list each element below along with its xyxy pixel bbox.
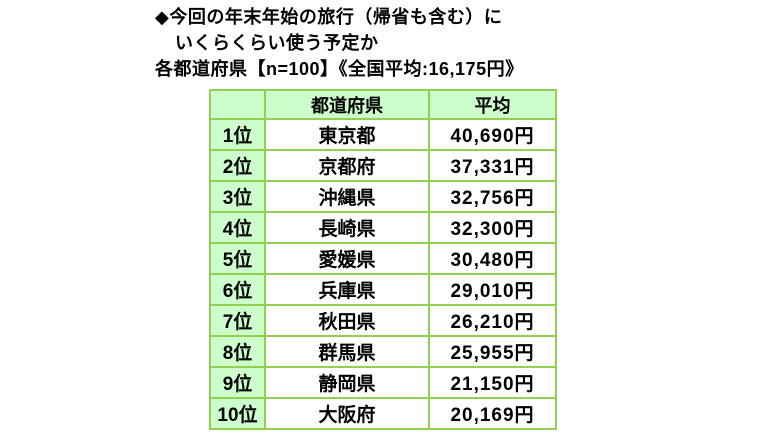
title-line-3: 各都道府県【n=100】《全国平均:16,175円》 <box>155 59 524 79</box>
average-cell: 25,955円 <box>428 335 557 368</box>
rank-cell: 8位 <box>209 335 266 368</box>
average-cell: 30,480円 <box>428 242 557 275</box>
average-cell: 40,690円 <box>428 118 557 151</box>
rank-cell: 3位 <box>209 180 266 213</box>
prefecture-cell: 京都府 <box>264 149 430 182</box>
table-row: 3位 沖縄県 32,756円 <box>209 180 557 213</box>
table-row: 8位 群馬県 25,955円 <box>209 335 557 368</box>
prefecture-cell: 兵庫県 <box>264 273 430 306</box>
rank-cell: 10位 <box>209 397 266 430</box>
table-row: 5位 愛媛県 30,480円 <box>209 242 557 275</box>
prefecture-cell: 東京都 <box>264 118 430 151</box>
prefecture-cell: 秋田県 <box>264 304 430 337</box>
table-row: 9位 静岡県 21,150円 <box>209 366 557 399</box>
header-prefecture: 都道府県 <box>264 89 430 120</box>
prefecture-cell: 静岡県 <box>264 366 430 399</box>
prefecture-cell: 長崎県 <box>264 211 430 244</box>
header-rank <box>209 89 266 120</box>
prefecture-cell: 愛媛県 <box>264 242 430 275</box>
table-body: 1位 東京都 40,690円 2位 京都府 37,331円 3位 沖縄県 32,… <box>209 118 557 430</box>
average-cell: 20,169円 <box>428 397 557 430</box>
average-cell: 37,331円 <box>428 149 557 182</box>
header-row: 都道府県 平均 <box>209 89 557 120</box>
rank-cell: 2位 <box>209 149 266 182</box>
rank-cell: 5位 <box>209 242 266 275</box>
table-row: 10位 大阪府 20,169円 <box>209 397 557 430</box>
average-cell: 26,210円 <box>428 304 557 337</box>
title-line-2: いくらくらい使う予定か <box>175 33 379 53</box>
average-cell: 29,010円 <box>428 273 557 306</box>
table-row: 2位 京都府 37,331円 <box>209 149 557 182</box>
rank-cell: 7位 <box>209 304 266 337</box>
rank-cell: 4位 <box>209 211 266 244</box>
table-row: 6位 兵庫県 29,010円 <box>209 273 557 306</box>
average-cell: 32,756円 <box>428 180 557 213</box>
header-average: 平均 <box>428 89 557 120</box>
table-row: 1位 東京都 40,690円 <box>209 118 557 151</box>
prefecture-cell: 群馬県 <box>264 335 430 368</box>
prefecture-cell: 大阪府 <box>264 397 430 430</box>
rank-cell: 1位 <box>209 118 266 151</box>
rank-cell: 9位 <box>209 366 266 399</box>
table-row: 4位 長崎県 32,300円 <box>209 211 557 244</box>
chart-title: ◆今回の年末年始の旅行（帰省も含む）に いくらくらい使う予定か 各都道府県【n=… <box>155 4 524 82</box>
prefecture-cell: 沖縄県 <box>264 180 430 213</box>
table-row: 7位 秋田県 26,210円 <box>209 304 557 337</box>
prefecture-ranking-table: 都道府県 平均 1位 東京都 40,690円 2位 京都府 37,331円 3位… <box>209 89 557 430</box>
rank-cell: 6位 <box>209 273 266 306</box>
average-cell: 21,150円 <box>428 366 557 399</box>
table-header: 都道府県 平均 <box>209 89 557 120</box>
average-cell: 32,300円 <box>428 211 557 244</box>
title-line-1: ◆今回の年末年始の旅行（帰省も含む）に <box>155 7 503 27</box>
